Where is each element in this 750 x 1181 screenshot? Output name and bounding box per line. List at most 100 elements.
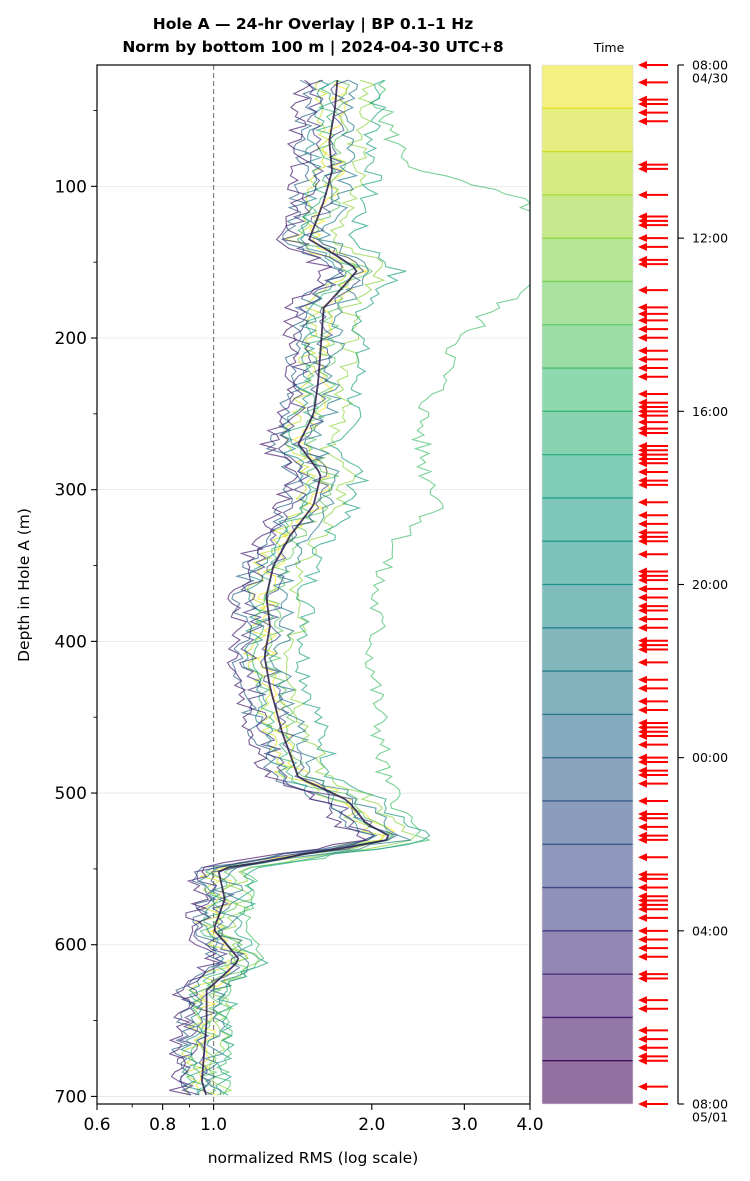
event-marker-head bbox=[638, 519, 647, 528]
event-marker-43 bbox=[638, 511, 668, 520]
event-marker-93 bbox=[638, 944, 668, 953]
colorbar-band-1 bbox=[542, 108, 633, 152]
event-marker-head bbox=[638, 309, 647, 318]
y-tick-label-3: 400 bbox=[55, 632, 87, 652]
time-tick-label-line: 16:00 bbox=[692, 404, 728, 419]
event-marker-head bbox=[638, 480, 647, 489]
event-marker-1 bbox=[638, 78, 668, 87]
event-markers bbox=[638, 61, 668, 1108]
event-marker-20 bbox=[638, 325, 668, 334]
event-marker-head bbox=[638, 411, 647, 420]
event-marker-head bbox=[638, 952, 647, 961]
event-marker-head bbox=[638, 190, 647, 199]
event-marker-head bbox=[638, 234, 647, 243]
event-marker-19 bbox=[638, 316, 668, 325]
event-marker-head bbox=[638, 606, 647, 615]
title-line-1: Hole A — 24-hr Overlay | BP 0.1–1 Hz bbox=[153, 15, 473, 34]
event-marker-70 bbox=[638, 740, 668, 749]
x-tick-label-1: 0.8 bbox=[149, 1115, 176, 1135]
event-marker-4 bbox=[638, 108, 668, 117]
colorbar-band-2 bbox=[542, 151, 633, 195]
event-marker-51 bbox=[638, 576, 668, 585]
colorbar-band-13 bbox=[542, 627, 633, 672]
event-marker-head bbox=[638, 61, 647, 69]
time-tick-label-line: 20:00 bbox=[692, 577, 728, 592]
event-marker-92 bbox=[638, 935, 668, 944]
event-marker-head bbox=[638, 645, 647, 654]
event-marker-31 bbox=[638, 418, 668, 427]
event-marker-94 bbox=[638, 952, 668, 961]
plot-area: 0.6 0.8 1.0 2.0 3.0 4.0 100 200 300 400 500 600 700… bbox=[15, 64, 544, 1167]
y-tick-label-2: 300 bbox=[55, 481, 87, 501]
series-line-12 bbox=[168, 79, 369, 1096]
y-tick-label-1: 200 bbox=[55, 329, 87, 349]
event-marker-head bbox=[638, 511, 647, 520]
x-tick-label-0: 0.6 bbox=[83, 1115, 110, 1135]
series-line-3 bbox=[197, 79, 395, 1096]
event-marker-head bbox=[638, 576, 647, 585]
event-marker-104 bbox=[638, 1082, 668, 1091]
time-tick-label-line: 00:00 bbox=[692, 750, 728, 765]
event-marker-30 bbox=[638, 411, 668, 420]
y-tick-label-0: 100 bbox=[55, 177, 87, 197]
event-marker-head bbox=[638, 333, 647, 342]
event-marker-head bbox=[638, 346, 647, 355]
event-marker-90 bbox=[638, 913, 668, 922]
series-line-median bbox=[200, 80, 390, 1096]
event-marker-head bbox=[638, 684, 647, 693]
event-marker-head bbox=[638, 364, 647, 373]
x-axis-label: normalized RMS (log scale) bbox=[208, 1149, 419, 1167]
event-marker-39 bbox=[638, 467, 668, 476]
event-marker-head bbox=[638, 1056, 647, 1065]
event-marker-3 bbox=[638, 99, 668, 108]
event-marker-head bbox=[638, 372, 647, 381]
event-marker-head bbox=[638, 164, 647, 173]
event-marker-8 bbox=[638, 190, 668, 199]
event-marker-103 bbox=[638, 1056, 668, 1065]
event-marker-65 bbox=[638, 706, 668, 715]
event-marker-head bbox=[638, 1035, 647, 1044]
series-line-7 bbox=[179, 79, 376, 1096]
colorbar-band-0 bbox=[542, 65, 633, 109]
event-marker-head bbox=[638, 428, 647, 437]
event-marker-head bbox=[638, 1004, 647, 1013]
event-marker-head bbox=[638, 623, 647, 632]
series-line-4 bbox=[212, 79, 530, 1096]
event-marker-76 bbox=[638, 796, 668, 805]
title-line-2: Norm by bottom 100 m | 2024-04-30 UTC+8 bbox=[122, 38, 503, 57]
event-marker-23 bbox=[638, 355, 668, 364]
y-tick-label-6: 700 bbox=[55, 1087, 87, 1107]
event-marker-24 bbox=[638, 364, 668, 373]
gridlines bbox=[97, 185, 530, 1097]
event-marker-head bbox=[638, 996, 647, 1005]
event-marker-head bbox=[638, 913, 647, 922]
event-marker-33 bbox=[638, 428, 668, 437]
event-marker-head bbox=[638, 732, 647, 741]
event-marker-22 bbox=[638, 346, 668, 355]
event-marker-25 bbox=[638, 372, 668, 381]
time-tick-label-2: 16:00 bbox=[692, 404, 728, 419]
series-line-0 bbox=[195, 79, 396, 1096]
time-tick-label-0: 08:00 04/30 bbox=[692, 58, 728, 86]
time-tick-label-line: 05/01 bbox=[692, 1110, 728, 1125]
time-tick-label-line: 04:00 bbox=[692, 923, 728, 938]
event-marker-head bbox=[638, 779, 647, 788]
series-line-10 bbox=[196, 79, 399, 1096]
event-marker-52 bbox=[638, 584, 668, 593]
event-marker-head bbox=[638, 1026, 647, 1035]
event-marker-head bbox=[638, 814, 647, 823]
series-line-11 bbox=[176, 79, 376, 1096]
colorbar-band-7 bbox=[542, 368, 633, 412]
y-axis-label: Depth in Hole A (m) bbox=[15, 508, 33, 662]
time-tick-label-4: 00:00 bbox=[692, 750, 728, 765]
colorbar: Time 08:00 04/3012:0016:0020:0000:0004:00… bbox=[541, 40, 728, 1125]
event-marker-17 bbox=[638, 303, 668, 312]
event-marker-18 bbox=[638, 309, 668, 318]
time-tick-label-line: 12:00 bbox=[692, 231, 728, 246]
event-marker-head bbox=[638, 835, 647, 844]
event-marker-15 bbox=[638, 260, 668, 269]
colorbar-band-20 bbox=[542, 930, 633, 975]
event-marker-head bbox=[638, 498, 647, 507]
event-marker-head bbox=[638, 221, 647, 230]
